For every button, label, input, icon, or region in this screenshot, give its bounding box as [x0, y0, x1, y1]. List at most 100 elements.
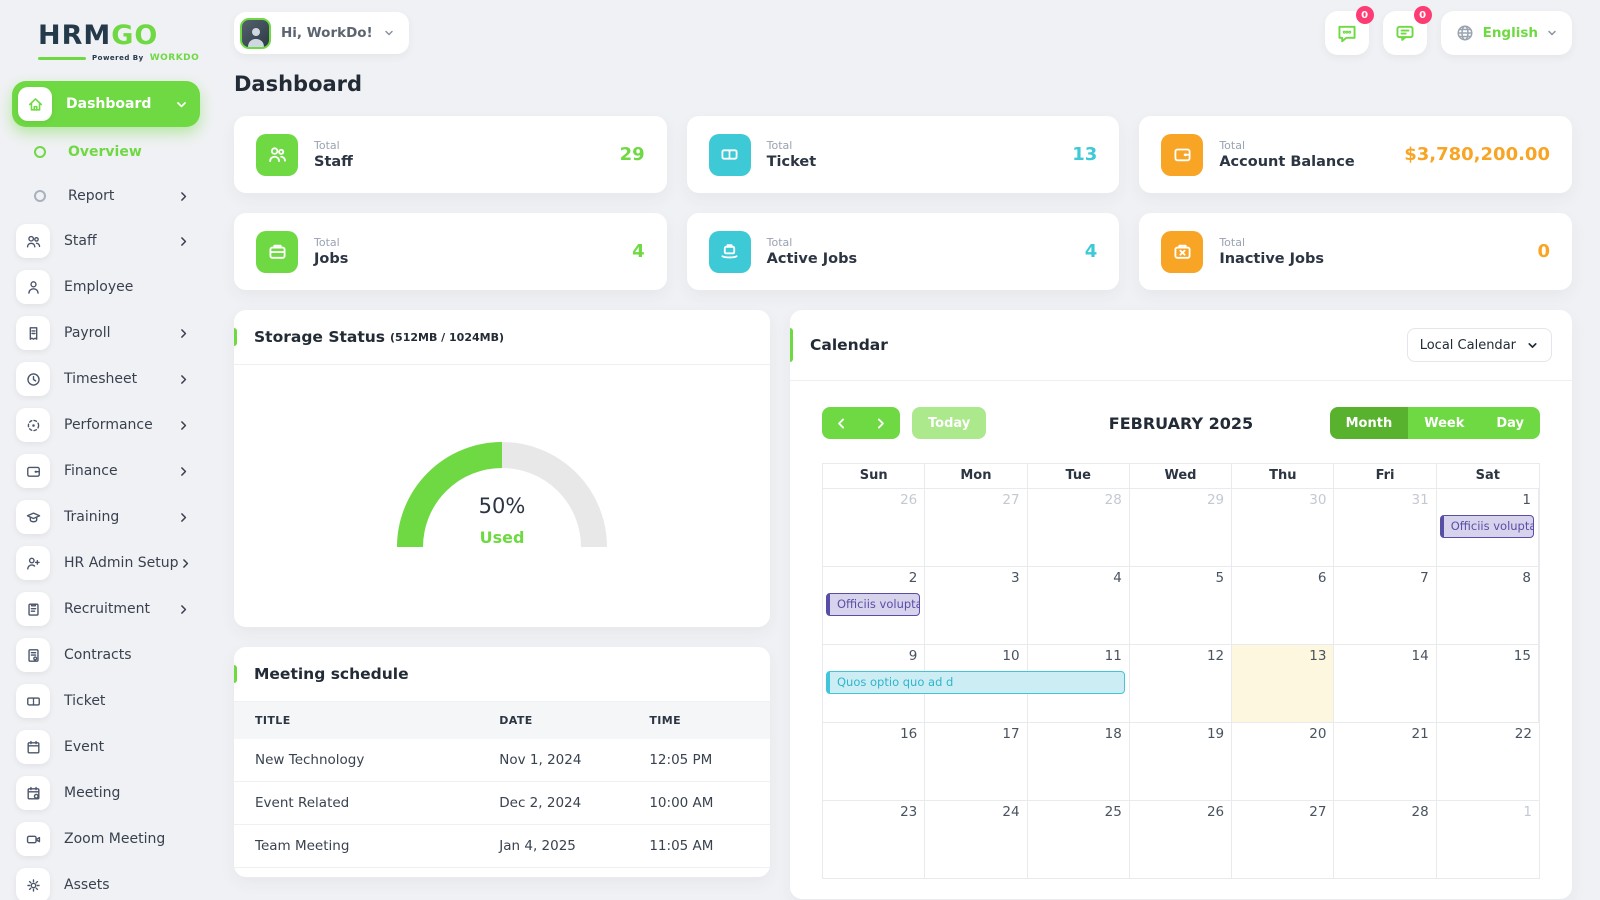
calendar-day-cell[interactable]: 4 — [1027, 567, 1130, 645]
sidebar-item-employee[interactable]: Employee — [12, 267, 200, 307]
sidebar-item-payroll[interactable]: Payroll — [12, 313, 200, 353]
calendar-day-cell[interactable]: 16 — [823, 723, 926, 801]
sidebar-item-staff[interactable]: Staff — [12, 221, 200, 261]
contract-icon — [16, 638, 50, 672]
calendar-week-row: 16 17 18 19 20 21 22 — [823, 723, 1539, 801]
logo-powered-by: Powered By — [92, 54, 144, 62]
calendar-day-cell[interactable]: 26 — [1129, 801, 1233, 879]
calendar-event[interactable]: Quos optio quo ad d — [826, 671, 1125, 694]
calendar-day-cell[interactable]: 25 — [1027, 801, 1130, 879]
language-selector[interactable]: English — [1440, 11, 1572, 55]
calendar-day-cell[interactable]: 7 — [1334, 567, 1437, 645]
calendar-day-cell[interactable]: 6 — [1232, 567, 1335, 645]
storage-status-title: Storage Status — [254, 328, 386, 346]
chevron-right-icon — [179, 557, 192, 570]
calendar-day-cell[interactable]: 27 — [925, 489, 1028, 567]
sidebar-item-event[interactable]: Event — [12, 727, 200, 767]
calendar-view-day-button[interactable]: Day — [1480, 407, 1540, 439]
calendar-prev-button[interactable] — [822, 407, 861, 439]
column-header-date: DATE — [491, 702, 642, 739]
graduation-icon — [16, 500, 50, 534]
calendar-day-cell[interactable]: 8 — [1436, 567, 1539, 645]
stat-label: Inactive Jobs — [1219, 251, 1325, 267]
sidebar-item-overview[interactable]: Overview — [12, 133, 200, 171]
table-cell: New Technology — [234, 739, 492, 782]
sidebar-item-hr-admin-setup[interactable]: HR Admin Setup — [12, 543, 200, 583]
user-menu[interactable]: Hi, WorkDo! — [234, 12, 409, 54]
calendar-day-cell[interactable]: 12 — [1129, 645, 1233, 723]
table-cell: 11:05 AM — [641, 824, 770, 868]
clipboard-icon — [16, 592, 50, 626]
sidebar-nav: Dashboard Overview Report Staff Employee Payr… — [12, 81, 200, 900]
messages-button[interactable]: 0 — [1324, 6, 1374, 55]
calendar-day-cell[interactable]: 5 — [1129, 567, 1233, 645]
calendar-day-cell[interactable]: 1 — [1436, 801, 1539, 879]
sidebar-item-report[interactable]: Report — [12, 177, 200, 215]
wallet-icon — [16, 454, 50, 488]
table-row: Event Related Dec 2, 2024 10:00 AM — [234, 781, 770, 825]
calendar-day-cell[interactable]: 21 — [1334, 723, 1437, 801]
calendar-day-cell[interactable]: 28 — [1027, 489, 1130, 567]
calendar-view-week-button[interactable]: Week — [1408, 407, 1481, 439]
calendar-day-cell[interactable]: 28 — [1334, 801, 1437, 879]
chevron-right-icon — [177, 603, 190, 616]
sidebar-item-training[interactable]: Training — [12, 497, 200, 537]
chevron-down-icon — [1526, 339, 1539, 352]
sidebar-item-contracts[interactable]: Contracts — [12, 635, 200, 675]
wallet-icon — [1161, 133, 1204, 176]
bullet-icon — [34, 146, 46, 158]
calendar-source-select[interactable]: Local Calendar — [1406, 328, 1552, 362]
chevron-down-icon — [383, 27, 395, 39]
calendar-day-cell[interactable]: 18 — [1027, 723, 1130, 801]
sidebar-item-timesheet[interactable]: Timesheet — [12, 359, 200, 399]
sidebar-item-performance[interactable]: Performance — [12, 405, 200, 445]
sidebar-item-recruitment[interactable]: Recruitment — [12, 589, 200, 629]
calendar-day-cell[interactable]: 23 — [823, 801, 926, 879]
sidebar-item-zoom-meeting[interactable]: Zoom Meeting — [12, 819, 200, 859]
calendar-day-cell[interactable]: 17 — [925, 723, 1028, 801]
calendar-next-button[interactable] — [861, 407, 900, 439]
calendar-day-cell[interactable]: 20 — [1232, 723, 1335, 801]
briefcase-x-icon — [1161, 230, 1204, 273]
calendar-day-cell[interactable]: 2 — [823, 567, 926, 645]
calendar-day-cell[interactable]: 13 — [1232, 645, 1335, 723]
notifications-count-badge: 0 — [1413, 6, 1432, 24]
calendar-day-cell[interactable]: 29 — [1129, 489, 1233, 567]
sidebar-item-finance[interactable]: Finance — [12, 451, 200, 491]
calendar-week-row: 23 24 25 26 27 28 1 — [823, 801, 1539, 879]
calendar-day-cell[interactable]: 24 — [925, 801, 1028, 879]
calendar-day-cell[interactable]: 30 — [1232, 489, 1335, 567]
sidebar-item-dashboard[interactable]: Dashboard — [12, 81, 200, 127]
calendar-event[interactable]: Officiis voluptas c — [1439, 515, 1534, 538]
sidebar-item-ticket[interactable]: Ticket — [12, 681, 200, 721]
stat-value: 4 — [1084, 241, 1098, 262]
calendar-day-cell[interactable]: 1 — [1436, 489, 1539, 567]
calendar-day-cell[interactable]: 26 — [823, 489, 926, 567]
language-label: English — [1482, 25, 1538, 41]
column-header-title: TITLE — [234, 702, 492, 739]
calendar-day-cell[interactable]: 15 — [1436, 645, 1539, 723]
calendar-day-cell[interactable]: 14 — [1334, 645, 1437, 723]
sidebar-item-meeting[interactable]: Meeting — [12, 773, 200, 813]
calendar-day-cell[interactable]: 22 — [1436, 723, 1539, 801]
calendar-title: Calendar — [810, 336, 888, 354]
logo-text: HRMGO — [38, 20, 159, 51]
day-header-wed: Wed — [1129, 464, 1233, 489]
table-cell: Dec 2, 2024 — [491, 781, 642, 825]
calendar-day-cell[interactable]: 19 — [1129, 723, 1233, 801]
table-cell: Team Meeting — [234, 824, 492, 868]
calendar-day-cell[interactable]: 31 — [1334, 489, 1437, 567]
calendar-today-button[interactable]: Today — [912, 407, 987, 439]
sidebar-item-assets[interactable]: Assets — [12, 865, 200, 900]
calendar-day-cell[interactable]: 27 — [1232, 801, 1335, 879]
stat-card-inactive-jobs: Total Inactive Jobs 0 — [1139, 213, 1572, 290]
calendar-day-cell[interactable]: 11 — [1027, 645, 1130, 723]
storage-gauge: 50% Used — [234, 365, 770, 627]
stat-label: Account Balance — [1219, 154, 1355, 170]
calendar-view-month-button[interactable]: Month — [1329, 407, 1409, 439]
calendar-event[interactable]: Officiis voluptas c — [826, 593, 921, 616]
notifications-button[interactable]: 0 — [1382, 6, 1432, 55]
home-icon — [18, 87, 52, 121]
calendar-day-cell[interactable]: 3 — [925, 567, 1028, 645]
